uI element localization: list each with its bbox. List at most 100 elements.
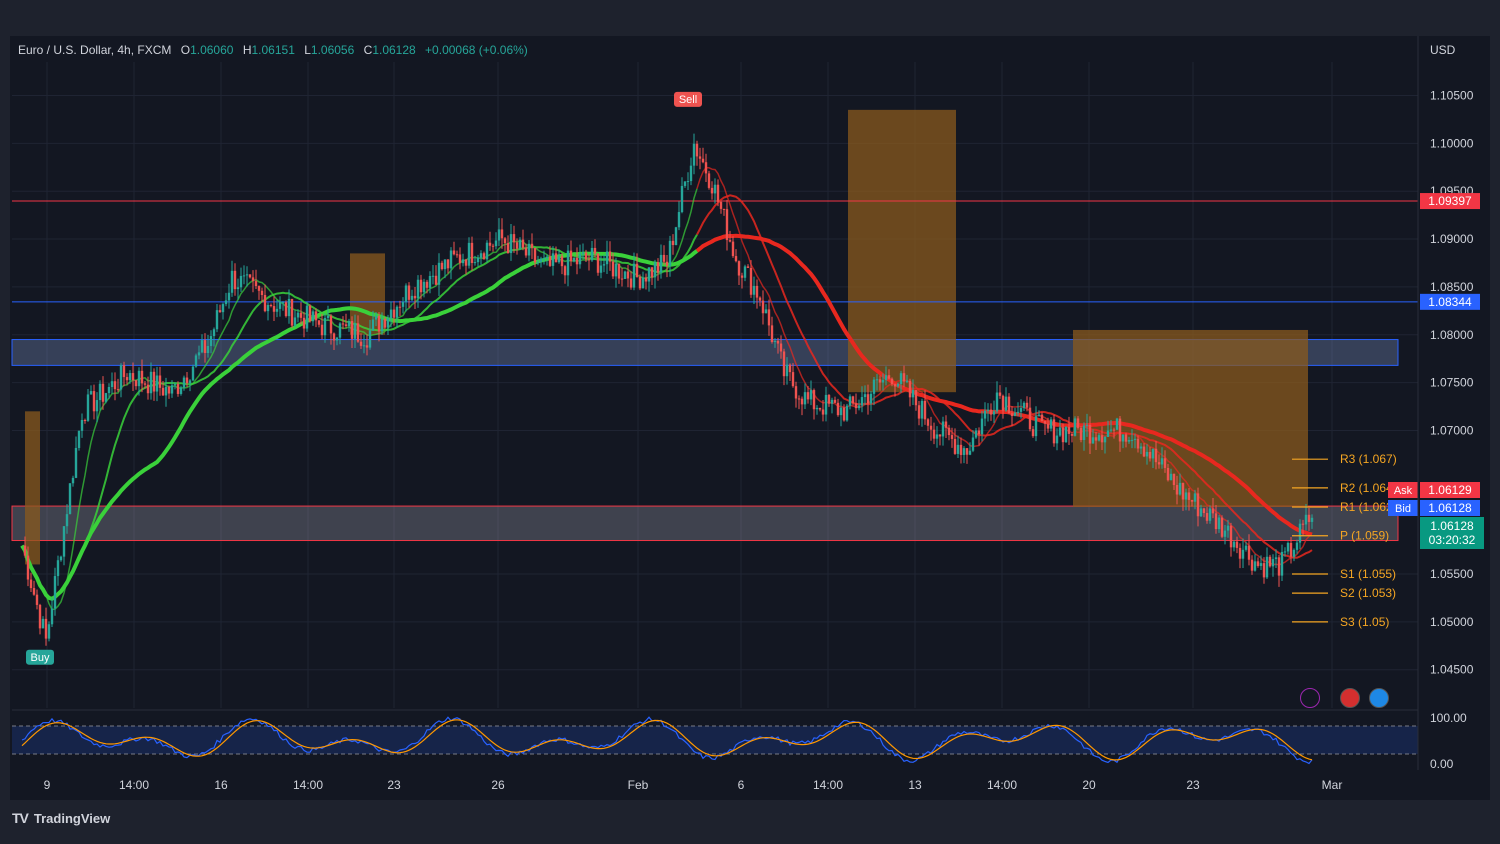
candle — [224, 300, 228, 305]
candle — [959, 444, 963, 455]
candle — [860, 397, 864, 406]
candle — [95, 400, 99, 412]
candle — [1178, 482, 1182, 495]
candle — [386, 318, 390, 328]
y-tick-label: 1.09000 — [1430, 232, 1474, 246]
candle — [68, 483, 72, 515]
candle — [719, 201, 723, 209]
candle — [1076, 418, 1080, 428]
candle — [1070, 433, 1074, 436]
candle — [524, 247, 528, 256]
candle — [242, 275, 246, 277]
candle — [875, 379, 879, 381]
candle — [182, 377, 186, 388]
last-price-tag: 1.06128 — [1430, 519, 1474, 533]
candle — [263, 295, 267, 312]
candle — [896, 383, 900, 387]
candle — [1259, 563, 1263, 566]
symbol-title[interactable]: Euro / U.S. Dollar, 4h, FXCM — [18, 43, 172, 57]
candle — [1268, 556, 1272, 567]
y-tick-label: 1.07000 — [1430, 423, 1474, 437]
flag-us-icon[interactable] — [1340, 688, 1360, 708]
candle — [788, 364, 792, 373]
candle — [995, 392, 999, 412]
candle — [479, 253, 483, 258]
candle — [911, 390, 915, 398]
candle — [623, 271, 627, 279]
candle — [938, 434, 942, 437]
candle — [401, 301, 405, 307]
candle — [107, 387, 111, 394]
ma-line-red-20 — [696, 194, 1313, 559]
candle — [1172, 473, 1176, 485]
candle — [527, 243, 531, 256]
candle — [425, 281, 429, 288]
candle — [1079, 427, 1083, 441]
candle — [221, 304, 225, 313]
candle — [1169, 473, 1173, 481]
globe-icon[interactable] — [1369, 688, 1389, 708]
candle — [662, 254, 666, 262]
candle — [710, 187, 714, 194]
candle — [620, 278, 624, 280]
candle — [725, 209, 729, 241]
candle — [317, 320, 321, 325]
signal-sell-badge — [674, 91, 702, 107]
candle — [713, 184, 717, 194]
candle — [308, 305, 312, 322]
candle — [728, 240, 732, 242]
candle — [806, 392, 810, 400]
candle — [704, 162, 708, 174]
candle — [1238, 547, 1242, 559]
high-value: 1.06151 — [251, 43, 295, 57]
candle — [1025, 402, 1029, 408]
candle — [992, 411, 996, 415]
candle — [776, 340, 780, 344]
candle — [500, 229, 504, 239]
candle — [80, 419, 84, 431]
tradingview-brand[interactable]: TV TradingView — [12, 810, 110, 826]
oscillator-tick-label: 100.00 — [1430, 711, 1467, 725]
candle — [647, 267, 651, 282]
candle — [1064, 426, 1068, 443]
candle — [578, 254, 582, 265]
candle — [749, 267, 753, 295]
candle — [1193, 493, 1197, 502]
lightning-icon[interactable] — [1300, 688, 1320, 708]
candle — [1118, 418, 1122, 442]
candle — [335, 337, 339, 341]
candle — [587, 259, 591, 261]
candle — [443, 259, 447, 270]
candle — [53, 576, 57, 609]
oscillator-tick-label: 0.00 — [1430, 757, 1454, 771]
candle — [1283, 551, 1287, 553]
candle — [530, 243, 534, 248]
candle — [152, 371, 156, 392]
candle — [104, 393, 108, 402]
candle — [86, 394, 90, 421]
candle — [245, 274, 249, 276]
candle — [1010, 413, 1014, 416]
x-tick-label: 13 — [908, 778, 922, 792]
candle — [212, 329, 216, 337]
candle — [347, 321, 351, 326]
candle — [1106, 430, 1110, 437]
pivot-label: R1 (1.062) — [1340, 500, 1397, 514]
candle — [1295, 542, 1299, 550]
candle — [146, 384, 150, 394]
candle — [320, 324, 324, 336]
candle — [968, 450, 972, 455]
trend-cloud — [25, 411, 40, 565]
candle — [692, 143, 696, 166]
candle — [239, 275, 243, 288]
candle — [290, 298, 294, 326]
candle — [1067, 426, 1071, 434]
candle — [1289, 542, 1293, 557]
candle — [1100, 435, 1104, 443]
candle — [881, 379, 885, 383]
candle — [131, 373, 135, 381]
candle — [35, 594, 39, 605]
candle — [746, 266, 750, 268]
y-tick-label: 1.04500 — [1430, 663, 1474, 677]
